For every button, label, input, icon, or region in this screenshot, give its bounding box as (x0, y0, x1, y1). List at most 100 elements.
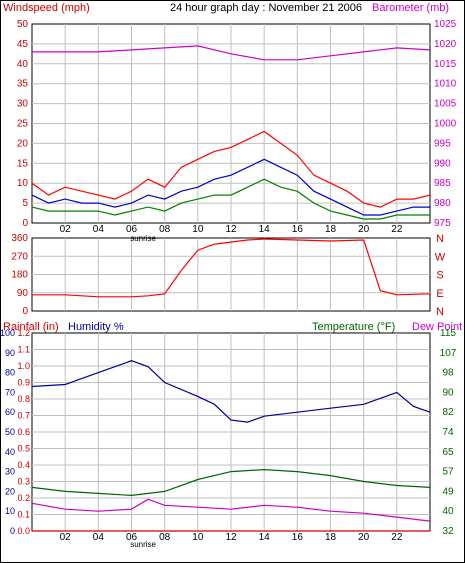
x-tick-label: 10 (192, 532, 204, 543)
temperature-y-tick-label: 57 (442, 467, 454, 478)
barometer-y-tick-label: 1020 (434, 39, 457, 50)
x-tick-label: 22 (391, 532, 403, 543)
rainfall-y-tick-label: 0.2 (17, 493, 30, 503)
barometer-y-tick-label: 985 (434, 178, 451, 189)
rainfall-y-tick-label: 0.4 (17, 460, 30, 470)
rainfall-y-tick-label: 1.1 (17, 345, 30, 355)
temperature-y-tick-label: 32 (442, 526, 454, 537)
x-tick-label: 06 (126, 532, 138, 543)
barometer-y-tick-label: 975 (434, 218, 451, 229)
humidity-y-tick-label: 50 (5, 427, 15, 437)
series-line-baro (32, 45, 431, 61)
x-tick-label: 22 (391, 224, 403, 235)
windspeed-axis-label: Windspeed (mph) (3, 2, 90, 14)
temperature-y-tick-label: 74 (442, 427, 454, 438)
wind-y-tick-label: 10 (17, 178, 29, 189)
x-tick-label: 20 (358, 532, 370, 543)
rainfall-y-tick-label: 0.6 (17, 427, 30, 437)
x-tick-label: 02 (60, 532, 72, 543)
x-tick-label: 06 (126, 224, 138, 235)
x-tick-label: 08 (159, 224, 171, 235)
wind-y-tick-label: 20 (17, 138, 29, 149)
rainfall-y-tick-label: 0.7 (17, 411, 30, 421)
humidity-y-tick-label: 70 (5, 387, 15, 397)
compass-label: N (436, 233, 444, 245)
x-tick-label: 08 (159, 532, 171, 543)
series-line-gust (31, 130, 431, 208)
humidity-y-tick-label: 10 (5, 506, 15, 516)
x-tick-label: 18 (325, 224, 337, 235)
humidity-y-tick-label: 20 (5, 486, 15, 496)
rainfall-y-tick-label: 0.9 (17, 378, 30, 388)
humidity-y-tick-label: 90 (5, 348, 15, 358)
temperature-y-tick-label: 82 (442, 407, 454, 418)
x-tick-label: 18 (325, 532, 337, 543)
compass-label: W (435, 251, 446, 263)
x-tick-label: 12 (225, 532, 237, 543)
wind-y-tick-label: 35 (17, 79, 29, 90)
rainfall-y-tick-label: 0.8 (17, 394, 30, 404)
wind-y-tick-label: 0 (22, 218, 28, 229)
x-tick-label: 04 (93, 532, 105, 543)
barometer-y-tick-label: 990 (434, 158, 451, 169)
x-tick-label: 04 (93, 224, 105, 235)
direction-y-tick-label: 0 (22, 306, 28, 317)
direction-y-tick-label: 360 (11, 233, 28, 244)
barometer-y-tick-label: 1025 (434, 19, 457, 30)
temperature-y-tick-label: 115 (440, 328, 456, 339)
sunrise-marker-label: sunrise (130, 234, 156, 243)
x-tick-label: 14 (259, 224, 271, 235)
barometer-y-tick-label: 980 (434, 198, 451, 209)
humidity-y-tick-label: 30 (5, 467, 15, 477)
temperature-y-tick-label: 65 (442, 447, 454, 458)
wind-y-tick-label: 30 (17, 99, 29, 110)
barometer-y-tick-label: 1015 (434, 59, 457, 70)
series-line-dir (32, 238, 431, 298)
compass-label: E (436, 288, 443, 300)
wind-y-tick-label: 40 (17, 59, 29, 70)
rainfall-y-tick-label: 1.2 (17, 328, 30, 338)
x-tick-label: 16 (292, 532, 304, 543)
humidity-axis-label: Humidity % (68, 321, 124, 333)
temperature-y-tick-label: 98 (442, 368, 454, 379)
wind-y-tick-label: 15 (17, 158, 29, 169)
barometer-y-tick-label: 1000 (434, 119, 457, 130)
chart-title: 24 hour graph day : November 21 2006 (170, 2, 362, 14)
sunrise-marker-label: sunrise (130, 540, 156, 549)
dewpoint-axis-label: Dew Point (412, 321, 462, 333)
series-line-dew (31, 498, 431, 522)
wind-y-tick-label: 5 (22, 198, 28, 209)
x-tick-label: 14 (259, 532, 271, 543)
humidity-y-tick-label: 0 (10, 526, 15, 536)
direction-y-tick-label: 180 (11, 270, 28, 281)
series-line-green (31, 178, 430, 220)
x-tick-label: 20 (358, 224, 370, 235)
rainfall-y-tick-label: 1.0 (17, 361, 30, 371)
humidity-y-tick-label: 60 (5, 407, 15, 417)
compass-label: N (436, 306, 444, 318)
series-line-avg (31, 158, 430, 216)
x-tick-label: 12 (225, 224, 237, 235)
rainfall-y-tick-label: 0.5 (17, 444, 30, 454)
temperature-y-tick-label: 90 (442, 387, 454, 398)
rainfall-y-tick-label: 0.0 (17, 526, 30, 536)
temperature-y-tick-label: 49 (442, 486, 454, 497)
x-tick-label: 02 (60, 224, 72, 235)
wind-y-tick-label: 45 (17, 39, 29, 50)
series-line-hum (31, 360, 431, 423)
temperature-y-tick-label: 40 (442, 506, 454, 517)
wind-y-tick-label: 25 (17, 119, 29, 130)
humidity-y-tick-label: 40 (5, 447, 15, 457)
series-line-temp (31, 468, 431, 497)
barometer-y-tick-label: 1005 (434, 99, 457, 110)
barometer-y-tick-label: 995 (434, 138, 451, 149)
direction-y-tick-label: 270 (11, 251, 28, 262)
x-tick-label: 10 (192, 224, 204, 235)
temperature-axis-label: Temperature (°F) (312, 321, 395, 333)
compass-label: S (436, 270, 443, 282)
temperature-y-tick-label: 107 (440, 348, 457, 359)
rainfall-axis-label: Rainfall (in) (3, 321, 59, 333)
direction-y-tick-label: 90 (17, 288, 29, 299)
humidity-y-tick-label: 100 (0, 328, 15, 338)
